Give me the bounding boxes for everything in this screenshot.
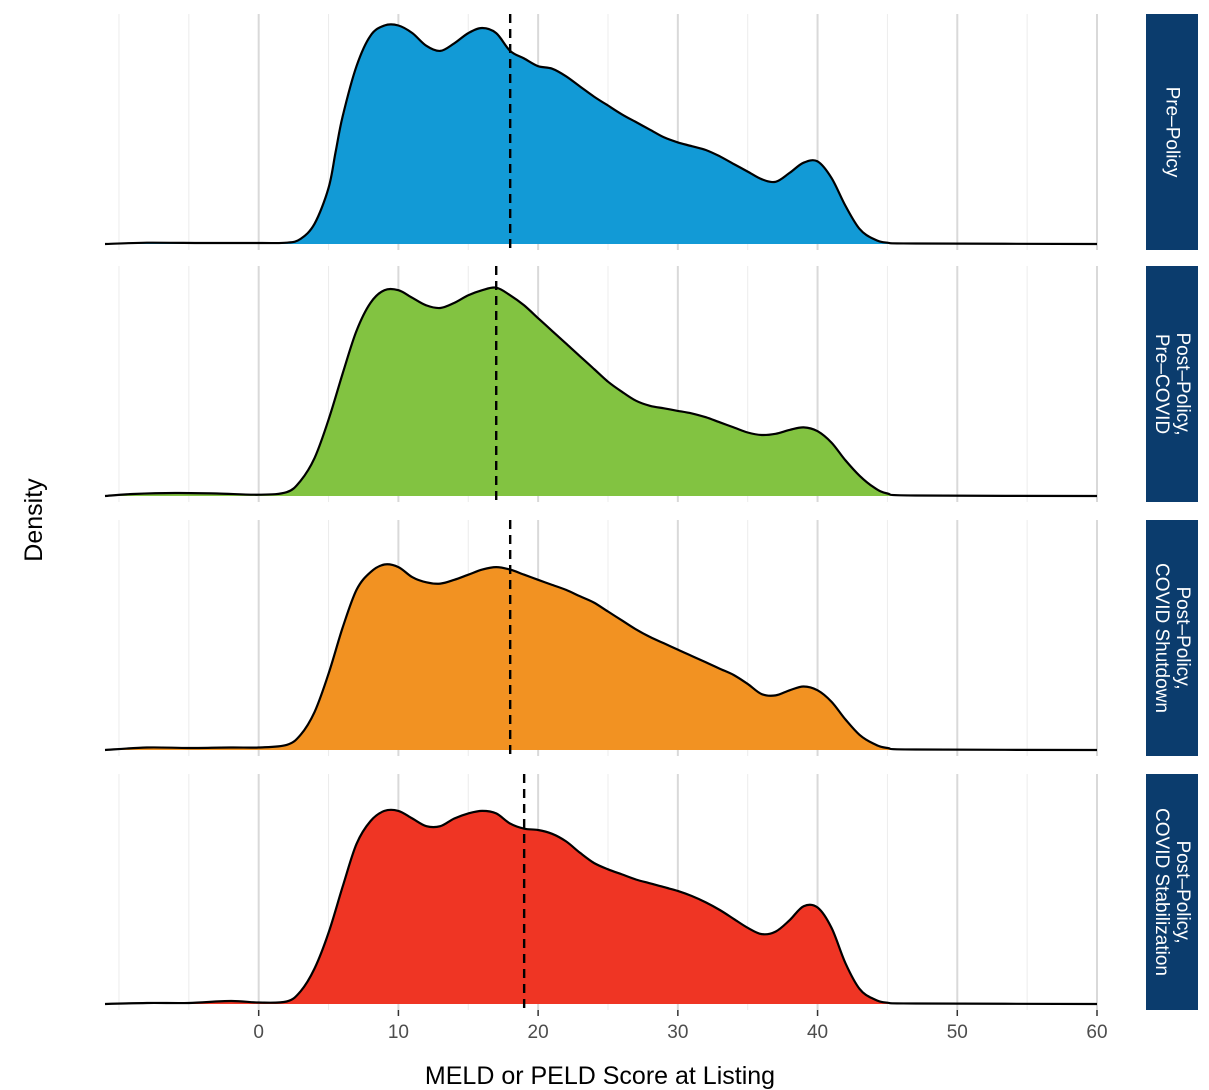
facet-strip-label: Pre–Policy bbox=[1162, 87, 1183, 178]
density-area bbox=[105, 287, 1097, 496]
facet-strip-label: Post–Policy, bbox=[1172, 840, 1193, 943]
density-curve bbox=[104, 808, 1098, 1006]
x-tick-label: 30 bbox=[667, 1022, 688, 1043]
facet-panel: Post–Policy,COVID Shutdown bbox=[104, 520, 1198, 756]
facet-panel: Post–Policy,Pre–COVID bbox=[104, 266, 1198, 502]
density-curve bbox=[104, 563, 1098, 752]
facet-strip-label: Pre–COVID bbox=[1151, 334, 1172, 434]
x-tick-label: 20 bbox=[528, 1022, 549, 1043]
density-area bbox=[105, 564, 1097, 750]
facet-strip bbox=[1146, 14, 1198, 250]
facet-strip-label: Post–Policy, bbox=[1172, 586, 1193, 689]
density-curve bbox=[104, 286, 1098, 498]
x-tick-label: 40 bbox=[807, 1022, 828, 1043]
facet-strip bbox=[1146, 266, 1198, 502]
facet-strip-label: COVID Stabilization bbox=[1151, 808, 1172, 976]
x-axis-title: MELD or PELD Score at Listing bbox=[425, 1062, 775, 1090]
x-tick-label: 0 bbox=[253, 1022, 264, 1043]
density-curve bbox=[104, 23, 1098, 246]
x-tick-label: 10 bbox=[388, 1022, 409, 1043]
facet-panels: Pre–PolicyPost–Policy,Pre–COVIDPost–Poli… bbox=[104, 14, 1198, 1010]
x-tick-label: 50 bbox=[947, 1022, 968, 1043]
facet-strip bbox=[1146, 774, 1198, 1010]
facet-strip-label: Post–Policy, bbox=[1172, 332, 1193, 435]
facet-panel: Pre–Policy bbox=[104, 14, 1198, 250]
facet-panel: Post–Policy,COVID Stabilization bbox=[104, 774, 1198, 1010]
density-area bbox=[105, 809, 1097, 1004]
density-area bbox=[105, 24, 1097, 245]
facet-strip bbox=[1146, 520, 1198, 756]
facet-strip-label: COVID Shutdown bbox=[1151, 563, 1172, 713]
x-tick-label: 60 bbox=[1086, 1022, 1107, 1043]
y-axis-title: Density bbox=[20, 478, 48, 562]
x-axis: 0 10 20 30 40 50 60 bbox=[253, 1010, 1108, 1043]
